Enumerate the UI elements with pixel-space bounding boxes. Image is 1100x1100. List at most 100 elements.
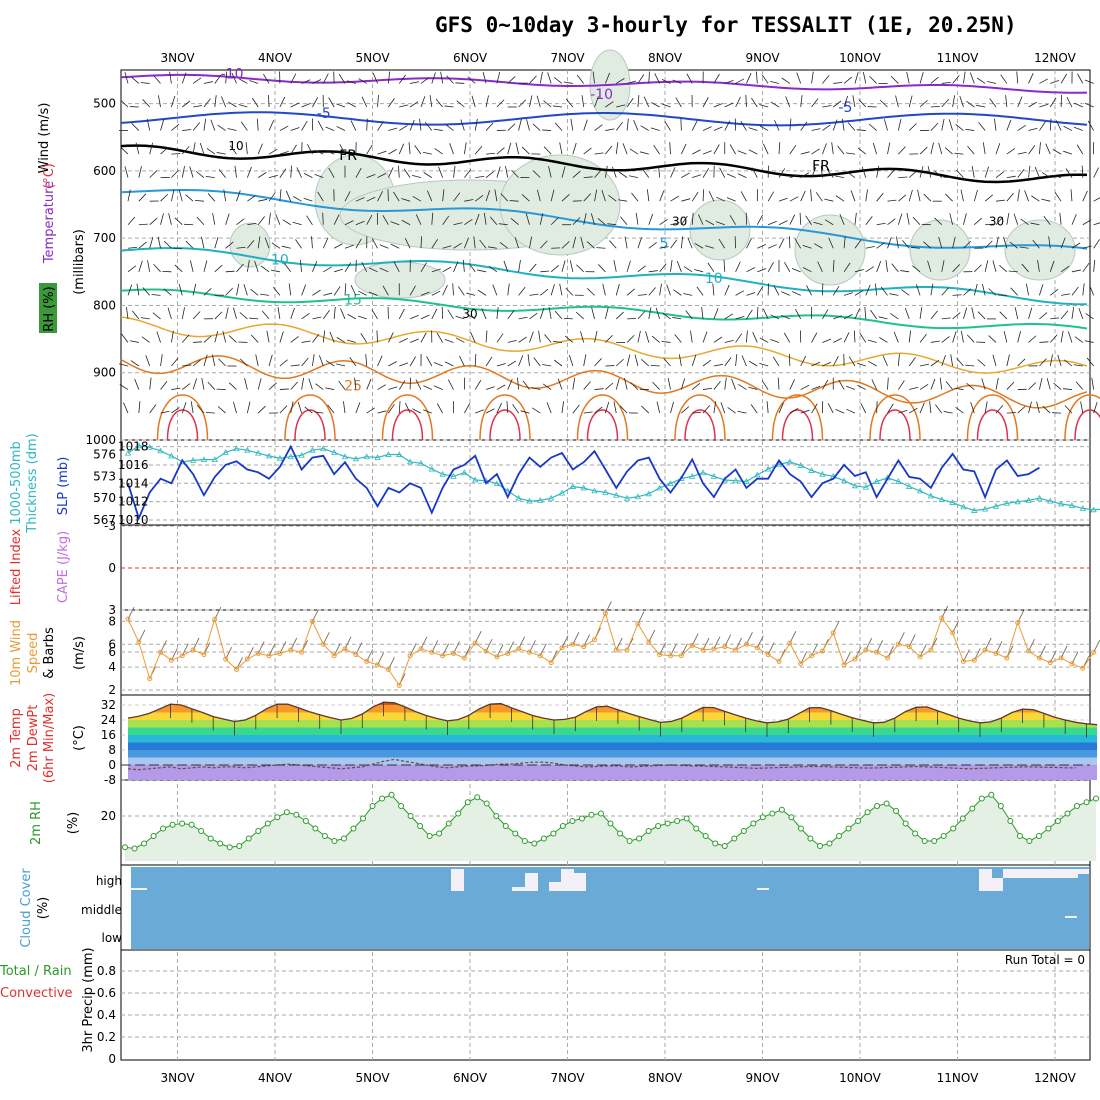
wind-speed-point	[407, 653, 413, 659]
wind-barb	[425, 121, 433, 131]
wind-barb	[543, 100, 552, 108]
thickness-point	[493, 480, 501, 487]
wind-barb	[223, 189, 227, 202]
rh-point	[626, 838, 633, 844]
wind-barb	[832, 355, 839, 367]
wind-barb	[934, 217, 943, 226]
wind-barb	[583, 119, 588, 131]
wind-barb	[852, 95, 856, 108]
wind-speed-point	[971, 657, 977, 663]
wind-barb	[1042, 405, 1051, 414]
wind-barb	[605, 401, 610, 414]
wind-barb	[713, 73, 720, 84]
wind-barb	[420, 262, 427, 273]
wind-barb	[266, 330, 270, 343]
wind-barb	[724, 357, 732, 367]
rh-point	[226, 844, 233, 851]
wind-barb	[377, 172, 387, 178]
isotherm-arch-25	[156, 394, 209, 441]
wind-barb	[963, 307, 968, 320]
wind-barb	[284, 263, 292, 273]
wind-barb	[620, 216, 628, 225]
wind-barb	[909, 386, 919, 390]
rh-point	[1074, 803, 1080, 809]
wind-barb	[322, 330, 326, 343]
wind-barb	[917, 189, 921, 202]
wind-barb	[507, 283, 510, 296]
rh-point	[150, 833, 157, 839]
wind-barb	[767, 262, 774, 273]
wind-barb	[120, 146, 129, 155]
wind-barb	[485, 190, 491, 202]
wind-barb	[268, 354, 273, 367]
wind-barb	[735, 316, 745, 320]
wind-barb	[609, 240, 617, 249]
wind-barb	[295, 239, 302, 249]
thickness-point	[211, 456, 218, 463]
wind-speed-point	[375, 662, 381, 668]
cloud-low-label: low	[102, 931, 123, 945]
wind-barb	[759, 104, 769, 108]
wind-barb	[672, 79, 682, 84]
wind-barb	[835, 175, 845, 179]
wind-barb	[349, 356, 357, 367]
wind-barb	[433, 128, 443, 131]
wind-barb	[247, 195, 256, 202]
wind-barb	[630, 382, 639, 390]
wind-barb	[857, 147, 867, 155]
wind-barb	[1093, 197, 1100, 202]
wind-barb	[1006, 381, 1015, 390]
wind-barb	[945, 381, 953, 390]
wind-barb	[233, 401, 237, 414]
wind-barb	[792, 291, 801, 296]
wind-barb	[667, 377, 671, 390]
wind-barb	[680, 143, 687, 155]
rh-point	[169, 821, 176, 828]
wind-barb	[670, 259, 673, 272]
rh-point	[912, 830, 919, 837]
wind-barb	[941, 354, 946, 367]
wind-barb	[713, 126, 723, 131]
wind-barb	[648, 242, 657, 249]
wind-barb	[529, 293, 539, 296]
wind-barb	[904, 307, 910, 320]
wind-barb	[559, 283, 563, 296]
wind-barb	[927, 260, 932, 272]
wind-barb	[927, 166, 932, 178]
cloud-gap	[131, 888, 147, 890]
wind-barb	[446, 75, 454, 84]
thickness-point	[537, 497, 544, 503]
wind-barb	[244, 378, 248, 390]
wind-barb	[583, 411, 593, 414]
wind-barb	[138, 193, 147, 202]
wind-speed-point	[548, 660, 554, 666]
rh-point	[540, 835, 547, 842]
chart-title: GFS 0~10day 3-hourly for TESSALIT (1E, 2…	[435, 13, 1017, 37]
wind-barb	[281, 245, 291, 249]
wind-barb	[1017, 331, 1022, 343]
wind-barb	[192, 142, 196, 155]
wind-barb	[1039, 358, 1047, 367]
wind-barb	[522, 380, 530, 390]
rh-point	[807, 835, 814, 842]
slp-tick: 1010	[118, 513, 149, 527]
wind-barb	[268, 382, 277, 390]
wind-barb	[455, 337, 465, 343]
wind-barb	[970, 402, 975, 414]
rh-point	[245, 835, 252, 842]
cloud-middle-label: middle	[81, 903, 122, 917]
rh-point	[1026, 838, 1033, 844]
wind-speed-point	[776, 658, 782, 664]
wind-tick: 4	[108, 660, 116, 674]
wind-barb	[496, 402, 503, 414]
pressure-tick: 900	[93, 366, 116, 380]
wind-barb	[214, 311, 223, 320]
wind-barb	[637, 265, 646, 273]
wind-barb	[561, 194, 570, 202]
thickness-point	[786, 458, 794, 465]
wind-barb	[713, 401, 717, 414]
wind-barb	[900, 270, 910, 273]
isotherm-arch-25	[869, 394, 921, 441]
wind-barb	[583, 381, 591, 390]
wind-barb	[740, 191, 747, 202]
